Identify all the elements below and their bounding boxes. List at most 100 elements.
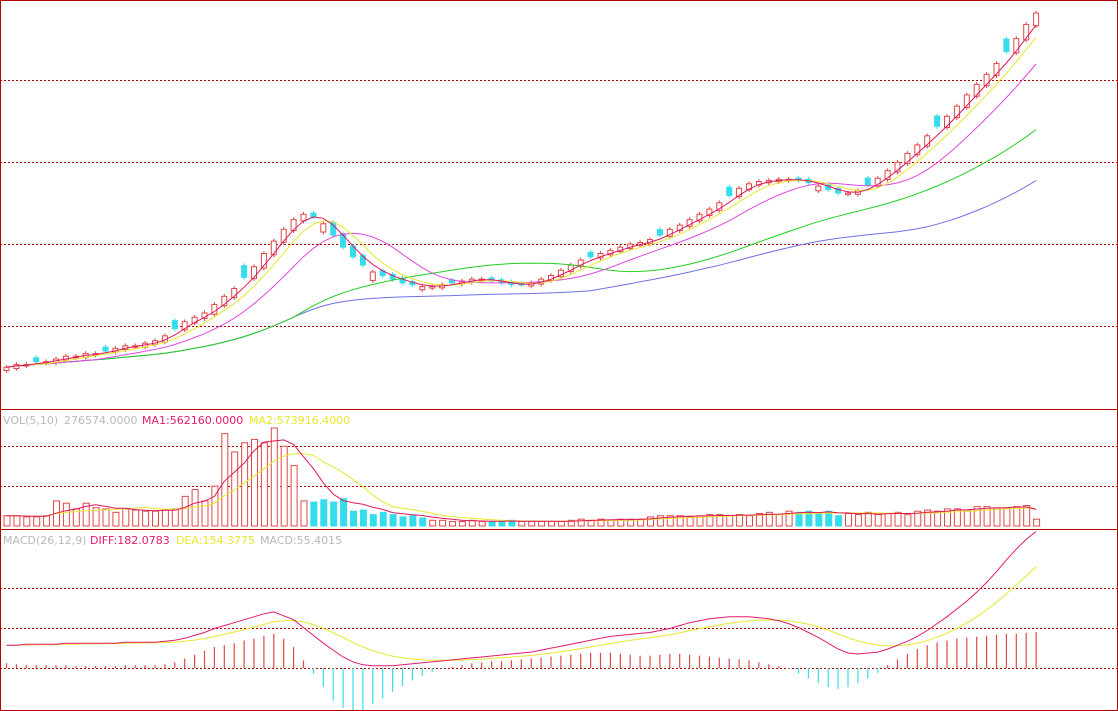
volume-bar-up [449,520,456,527]
volume-bar-up [191,489,199,527]
candle-up [181,321,188,331]
volume-bar-down [498,520,506,527]
candle-up [429,286,436,289]
candle-up [924,135,931,147]
volume-bar-up [300,500,308,527]
volume-bar-down [369,514,377,527]
candle-up [973,83,980,97]
vol-ma1: MA1:562160.0000 [142,414,243,427]
volume-bar-up [775,514,783,527]
volume-bar-up [983,506,991,527]
volume-bar-up [122,508,130,527]
volume-bar-up [13,515,21,527]
diff-line [6,531,1037,667]
volume-bar-down [310,501,318,527]
candle-up [953,105,960,119]
candle-down [310,212,317,218]
volume-bar-up [864,511,872,527]
volume-bar-up [666,515,674,527]
candle-up [3,366,10,372]
vol-label: VOL(5,10) [3,414,58,427]
volume-bar-up [557,520,565,527]
volume-bar-up [62,502,70,527]
volume-bar-up [251,438,258,527]
price-panel [3,10,1040,373]
candle-up [706,208,713,217]
candle-down [102,346,109,352]
volume-ma1-line [6,439,1037,522]
volume-bar-up [171,508,179,527]
volume-bar-up [894,511,902,527]
volume-bar-down [379,511,387,527]
candle-up [676,224,683,232]
candle-up [221,295,228,307]
volume-bar-up [706,514,714,527]
volume-bar-up [676,515,684,527]
volume-bar-up [161,509,169,527]
volume-bar-up [785,510,793,527]
candle-down [241,265,248,278]
candle-down [656,229,663,236]
volume-bar-down [825,510,833,527]
volume-bar-up [963,509,971,527]
candle-up [260,253,267,269]
candle-up [1013,38,1020,54]
candle-up [944,115,950,129]
candle-down [340,233,347,248]
volume-bar-up [577,518,585,527]
volume-bar-up [1023,504,1031,527]
volume-bar-up [518,520,526,527]
vol-value: 276574.0000 [64,414,137,427]
macd-dea: DEA:154.3775 [176,534,255,547]
volume-bar-up [924,509,932,527]
volume-bar-up [439,519,447,527]
volume-bar-down [389,514,397,527]
volume-bars [3,427,1041,527]
candle-down [171,320,178,330]
candle-down [864,177,871,186]
volume-bar-down [805,510,813,527]
volume-bar-up [152,510,159,527]
volume-bar-up [468,519,476,527]
candle-down [835,187,842,194]
candle-up [1033,12,1040,27]
volume-bar-up [23,516,31,527]
volume-bar-up [726,515,734,527]
volume-bar-down [419,517,427,527]
volume-bar-up [548,520,555,527]
macd-label: MACD(26,12,9) [3,534,87,547]
candle-up [815,185,822,192]
volume-bar-up [142,510,150,527]
volume-bar-down [320,499,328,527]
candle-up [904,152,911,165]
volume-bar-up [280,445,288,527]
macd-value: MACD:55.4015 [260,534,342,547]
candle-up [290,219,297,232]
volume-moving-averages [6,439,1037,522]
volume-bar-up [607,519,615,527]
candle-up [736,187,743,198]
candle-down [330,222,337,236]
macd-lines [6,531,1037,667]
volume-bar-down [488,520,496,527]
macd-panel: MACD(26,12,9) DIFF:182.0783 DEA:154.3775… [3,531,1037,711]
candle-down [934,115,941,127]
candle-up [914,144,921,156]
volume-bar-up [231,451,239,527]
volume-bar-up [953,508,961,527]
volume-bar-up [102,508,110,527]
volume-bar-up [528,520,536,527]
volume-bar-up [993,507,1001,527]
volume-bar-up [478,520,486,527]
volume-bar-up [904,514,912,527]
macd-histogram [5,631,1037,711]
volume-bar-up [43,515,51,527]
price-moving-averages [6,24,1037,368]
candle-up [270,240,277,256]
volume-bar-up [944,508,951,527]
candle-up [963,94,970,108]
volume-bar-up [755,512,763,527]
candle-up [419,286,426,291]
volume-bar-down [330,501,338,527]
